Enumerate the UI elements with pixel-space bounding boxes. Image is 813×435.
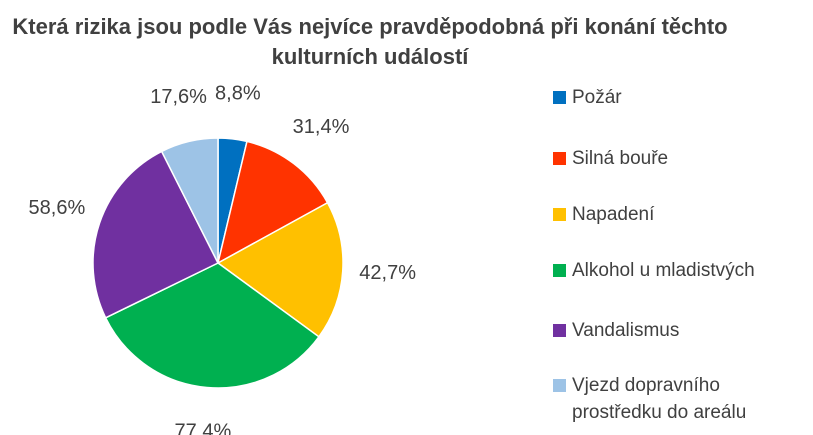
legend-swatch [553,91,566,104]
data-label: 31,4% [293,116,350,138]
data-label: 58,6% [29,197,86,219]
legend-item: Alkohol u mladistvých [553,257,808,284]
data-label: 17,6% [150,86,207,108]
pie-slice [92,150,220,319]
legend-swatch [553,208,566,221]
legend-label: Vjezd dopravního prostředku do areálu [572,375,747,423]
legend-item: Vandalismus [553,317,808,344]
data-label: 8,8% [215,82,261,104]
legend-label: Vandalismus [572,320,680,341]
legend-swatch [553,264,566,277]
pie-slice [104,262,320,389]
legend-item: Silná bouře [553,145,808,172]
legend-item: Napadení [553,201,808,228]
legend-swatch [553,152,566,165]
legend-label: Silná bouře [572,148,669,169]
legend-swatch [553,324,566,337]
legend-item: Požár [553,84,808,111]
legend-swatch [553,379,566,392]
data-label: 77,4% [175,421,232,435]
chart-title: Která rizika jsou podle Vás nejvíce prav… [12,14,728,69]
legend-item: Vjezd dopravního prostředku do areálu [553,372,808,426]
pie-slice [216,201,344,338]
pie-slice [216,140,329,265]
data-label: 42,7% [359,262,416,284]
legend-label: Požár [572,87,622,108]
legend-label: Napadení [572,204,655,225]
legend-label: Alkohol u mladistvých [572,260,755,281]
pie-slice [160,137,219,264]
